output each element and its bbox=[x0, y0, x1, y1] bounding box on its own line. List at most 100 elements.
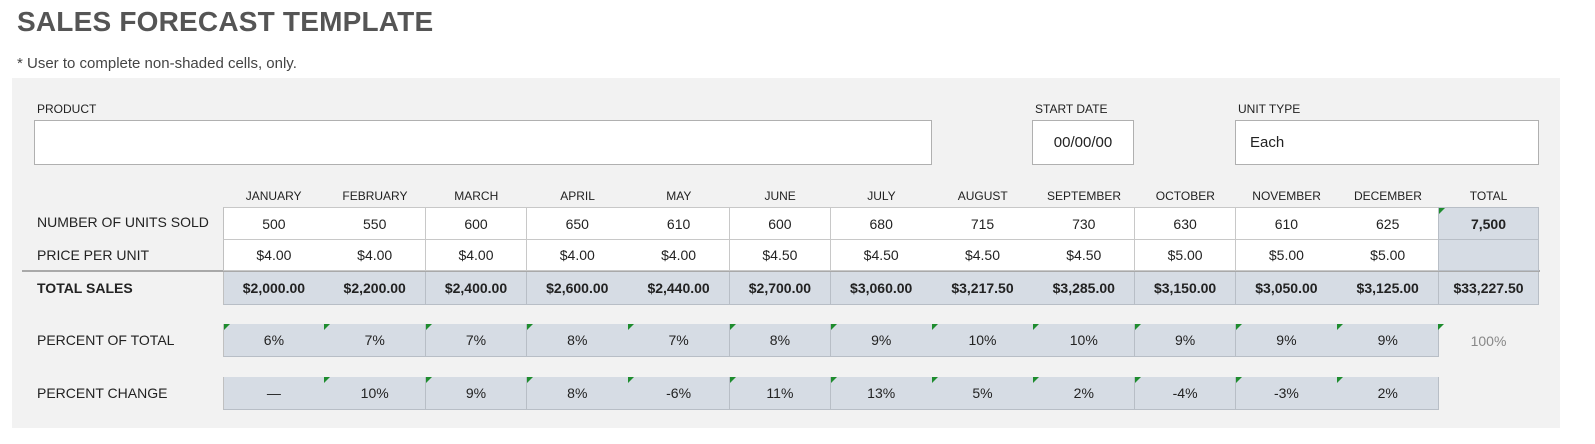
units-sold-cell[interactable]: 550 bbox=[324, 207, 427, 240]
unit-type-label: UNIT TYPE bbox=[1238, 102, 1301, 116]
formula-indicator bbox=[830, 377, 837, 383]
percent-total-cell: 6% bbox=[223, 324, 325, 357]
product-label: PRODUCT bbox=[37, 102, 97, 116]
total-sales-cell: $2,400.00 bbox=[425, 272, 528, 305]
month-header-may: MAY bbox=[666, 189, 692, 203]
start-date-label: START DATE bbox=[1035, 102, 1108, 116]
total-sales-cell: $2,440.00 bbox=[628, 272, 730, 305]
units-sold-cell[interactable]: 610 bbox=[628, 207, 730, 240]
month-header-december: DECEMBER bbox=[1353, 189, 1422, 203]
percent-total-cell: 10% bbox=[932, 324, 1034, 357]
formula-indicator bbox=[830, 324, 837, 330]
units-sold-cell[interactable]: 650 bbox=[526, 207, 629, 240]
total-sales-cell: $2,700.00 bbox=[729, 272, 832, 305]
percent-total-cell: 8% bbox=[729, 324, 832, 357]
units-sold-cell[interactable]: 730 bbox=[1033, 207, 1136, 240]
percent-change-cell: — bbox=[223, 377, 325, 410]
percent-change-cell: 8% bbox=[526, 377, 629, 410]
month-header-february: FEBRUARY bbox=[342, 189, 408, 203]
price-cell[interactable]: $4.50 bbox=[932, 240, 1034, 271]
percent-of-total-label: PERCENT OF TOTAL bbox=[37, 332, 175, 348]
month-header-august: AUGUST bbox=[957, 189, 1008, 203]
percent-change-label: PERCENT CHANGE bbox=[37, 385, 168, 401]
price-cell[interactable]: $4.00 bbox=[526, 240, 629, 271]
month-header-november: NOVEMBER bbox=[1252, 189, 1321, 203]
price-cell[interactable]: $4.00 bbox=[324, 240, 427, 271]
formula-indicator bbox=[1033, 377, 1040, 383]
units-sold-cell[interactable]: 630 bbox=[1134, 207, 1237, 240]
formula-indicator bbox=[932, 377, 939, 383]
total-sales-cell: $2,600.00 bbox=[526, 272, 629, 305]
units-sold-cell[interactable]: 625 bbox=[1337, 207, 1440, 240]
formula-indicator bbox=[932, 324, 939, 330]
price-cell[interactable]: $4.50 bbox=[1033, 240, 1136, 271]
formula-indicator bbox=[628, 324, 635, 330]
units-sold-cell[interactable]: 500 bbox=[223, 207, 325, 240]
percent-change-cell: 2% bbox=[1337, 377, 1440, 410]
formula-indicator bbox=[1439, 208, 1445, 214]
percent-total-cell: 9% bbox=[1236, 324, 1338, 357]
formula-indicator bbox=[1134, 377, 1141, 383]
price-cell[interactable]: $4.50 bbox=[729, 240, 832, 271]
formula-indicator bbox=[729, 324, 736, 330]
formula-indicator bbox=[1337, 324, 1344, 330]
units-sold-cell[interactable]: 600 bbox=[729, 207, 832, 240]
formula-indicator bbox=[324, 377, 331, 383]
formula-indicator bbox=[628, 377, 635, 383]
percent-total-cell: 8% bbox=[526, 324, 629, 357]
units-total-cell: 7,500 bbox=[1438, 207, 1539, 240]
percent-change-cell: -3% bbox=[1236, 377, 1338, 410]
formula-indicator bbox=[526, 324, 533, 330]
formula-indicator bbox=[526, 377, 533, 383]
percent-total-cell: 9% bbox=[1134, 324, 1237, 357]
formula-indicator bbox=[425, 377, 432, 383]
total-sales-cell: $3,217.50 bbox=[932, 272, 1034, 305]
units-sold-cell[interactable]: 715 bbox=[932, 207, 1034, 240]
month-header-september: SEPTEMBER bbox=[1047, 189, 1122, 203]
percent-change-cell: 9% bbox=[425, 377, 528, 410]
formula-indicator bbox=[1438, 324, 1444, 330]
percent-change-cell: 2% bbox=[1033, 377, 1136, 410]
percent-change-cell: 10% bbox=[324, 377, 427, 410]
total-sales-cell: $3,285.00 bbox=[1033, 272, 1136, 305]
total-sales-cell: $3,050.00 bbox=[1236, 272, 1338, 305]
percent-total-cell: 9% bbox=[830, 324, 933, 357]
month-header-april: APRIL bbox=[560, 189, 595, 203]
formula-indicator bbox=[729, 377, 736, 383]
price-cell[interactable]: $4.50 bbox=[830, 240, 933, 271]
units-sold-label: NUMBER OF UNITS SOLD bbox=[37, 214, 209, 230]
percent-change-cell: 13% bbox=[830, 377, 933, 410]
instruction-note: * User to complete non-shaded cells, onl… bbox=[17, 55, 297, 72]
start-date-field[interactable]: 00/00/00 bbox=[1032, 120, 1134, 165]
formula-indicator bbox=[1033, 324, 1040, 330]
product-field[interactable] bbox=[34, 120, 932, 165]
price-cell[interactable]: $5.00 bbox=[1337, 240, 1440, 271]
price-cell[interactable]: $4.00 bbox=[223, 240, 325, 271]
total-sales-divider bbox=[22, 270, 1540, 272]
units-sold-cell[interactable]: 600 bbox=[425, 207, 528, 240]
price-cell[interactable]: $4.00 bbox=[425, 240, 528, 271]
price-cell[interactable]: $5.00 bbox=[1134, 240, 1237, 271]
total-sales-total-cell: $33,227.50 bbox=[1438, 272, 1539, 305]
formula-indicator bbox=[1236, 324, 1242, 330]
percent-total-cell: 10% bbox=[1033, 324, 1136, 357]
month-header-october: OCTOBER bbox=[1155, 189, 1215, 203]
formula-indicator bbox=[1134, 324, 1141, 330]
total-sales-cell: $3,125.00 bbox=[1337, 272, 1440, 305]
percent-total-cell: 7% bbox=[425, 324, 528, 357]
percent-total-cell: 7% bbox=[324, 324, 427, 357]
percent-change-cell: -6% bbox=[628, 377, 730, 410]
unit-type-field[interactable]: Each bbox=[1235, 120, 1539, 165]
percent-total-cell: 9% bbox=[1337, 324, 1440, 357]
percent-change-cell: -4% bbox=[1134, 377, 1237, 410]
price-cell[interactable]: $4.00 bbox=[628, 240, 730, 271]
page-title: SALES FORECAST TEMPLATE bbox=[17, 6, 434, 37]
month-header-march: MARCH bbox=[454, 189, 499, 203]
units-sold-cell[interactable]: 680 bbox=[830, 207, 933, 240]
total-sales-cell: $2,000.00 bbox=[223, 272, 325, 305]
units-sold-cell[interactable]: 610 bbox=[1236, 207, 1338, 240]
price-total-cell bbox=[1438, 240, 1539, 271]
month-header-june: JUNE bbox=[764, 189, 796, 203]
price-cell[interactable]: $5.00 bbox=[1236, 240, 1338, 271]
total-sales-cell: $3,060.00 bbox=[830, 272, 933, 305]
